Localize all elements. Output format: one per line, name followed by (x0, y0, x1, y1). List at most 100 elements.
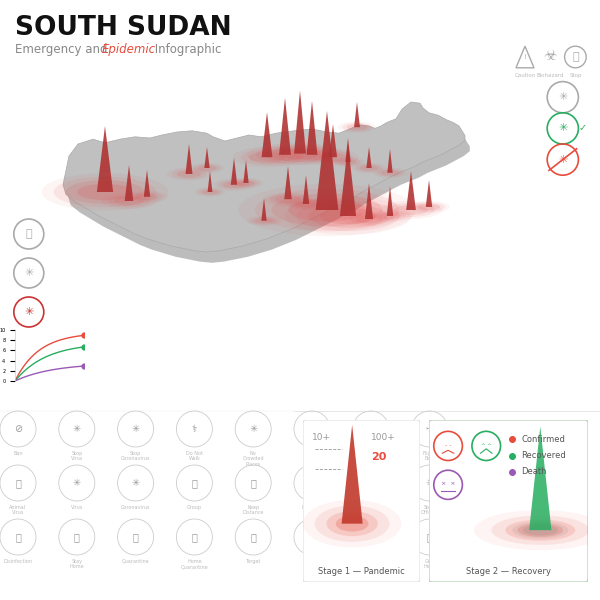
Ellipse shape (251, 217, 277, 224)
Text: ✋: ✋ (25, 229, 32, 239)
Text: Get
Help: Get Help (424, 559, 435, 569)
Ellipse shape (262, 142, 338, 165)
Text: Stay
Home: Stay Home (70, 559, 84, 569)
Ellipse shape (286, 147, 338, 163)
Polygon shape (208, 171, 212, 192)
Ellipse shape (335, 158, 361, 166)
Ellipse shape (269, 194, 307, 205)
Ellipse shape (338, 122, 376, 133)
Ellipse shape (248, 152, 286, 163)
Text: ✳: ✳ (24, 307, 34, 317)
Text: Home
Quarantine: Home Quarantine (181, 559, 208, 569)
Text: !: ! (524, 54, 526, 60)
Text: ⚕: ⚕ (192, 424, 197, 434)
Ellipse shape (379, 213, 401, 219)
FancyBboxPatch shape (303, 420, 420, 582)
Ellipse shape (218, 180, 250, 190)
Text: Coronavirus: Coronavirus (121, 505, 151, 509)
Polygon shape (144, 170, 150, 197)
Ellipse shape (319, 153, 347, 161)
Text: ×  ×: × × (441, 481, 455, 487)
Polygon shape (294, 91, 306, 154)
Ellipse shape (343, 211, 395, 227)
Ellipse shape (347, 124, 367, 130)
Ellipse shape (77, 184, 133, 200)
Text: ✳: ✳ (308, 478, 316, 488)
Text: Recovered: Recovered (521, 451, 566, 460)
Ellipse shape (241, 149, 293, 165)
Ellipse shape (53, 177, 157, 207)
Polygon shape (388, 149, 392, 173)
Text: ✳: ✳ (558, 92, 568, 102)
Text: Ban: Ban (13, 451, 23, 455)
Text: Stop: Stop (569, 73, 581, 77)
Polygon shape (340, 144, 356, 216)
Polygon shape (262, 198, 266, 221)
Ellipse shape (295, 201, 317, 207)
Text: ^ ^: ^ ^ (481, 443, 492, 448)
Text: Caution: Caution (514, 73, 536, 77)
Text: No
Crowded
Places: No Crowded Places (242, 451, 264, 467)
Polygon shape (63, 102, 465, 252)
Text: 🏠: 🏠 (74, 532, 80, 542)
Text: Stage 1 — Pandemic: Stage 1 — Pandemic (318, 566, 405, 575)
Ellipse shape (505, 520, 575, 541)
Ellipse shape (284, 197, 412, 235)
Ellipse shape (265, 149, 305, 161)
Ellipse shape (339, 159, 357, 165)
Ellipse shape (286, 198, 326, 210)
Text: ✳: ✳ (131, 478, 140, 488)
Ellipse shape (256, 146, 314, 163)
Text: SOUTH SUDAN: SOUTH SUDAN (15, 15, 232, 41)
Text: ⊘: ⊘ (14, 424, 22, 434)
Polygon shape (125, 165, 133, 201)
Ellipse shape (114, 197, 144, 205)
Text: Use
Mask: Use Mask (305, 559, 319, 569)
Ellipse shape (198, 165, 216, 171)
Ellipse shape (374, 211, 406, 221)
Ellipse shape (233, 179, 259, 187)
Ellipse shape (247, 143, 323, 166)
Text: 🎯: 🎯 (250, 532, 256, 542)
Text: Stage 2 — Recovery: Stage 2 — Recovery (466, 566, 551, 575)
Polygon shape (231, 158, 237, 185)
Text: ✳: ✳ (367, 478, 375, 488)
Text: Target: Target (245, 559, 261, 563)
Ellipse shape (370, 210, 410, 222)
Ellipse shape (355, 215, 383, 223)
Text: Animal
Virus: Animal Virus (10, 505, 26, 515)
Ellipse shape (280, 148, 320, 160)
Ellipse shape (296, 201, 400, 231)
Text: Mask: Mask (364, 559, 377, 563)
Text: ◉: ◉ (367, 424, 375, 434)
Ellipse shape (307, 149, 359, 165)
Text: 💧: 💧 (15, 532, 21, 542)
Ellipse shape (518, 523, 563, 537)
Ellipse shape (194, 164, 220, 172)
Polygon shape (262, 112, 272, 157)
Ellipse shape (331, 157, 365, 167)
Polygon shape (365, 183, 373, 219)
Ellipse shape (247, 216, 281, 226)
Polygon shape (68, 113, 470, 263)
Text: ✳: ✳ (558, 124, 568, 133)
Polygon shape (204, 147, 210, 168)
Ellipse shape (290, 199, 322, 209)
Ellipse shape (264, 192, 312, 206)
Text: Biohazard: Biohazard (536, 73, 564, 77)
Ellipse shape (394, 205, 428, 215)
Ellipse shape (308, 204, 388, 227)
Polygon shape (279, 98, 291, 155)
Ellipse shape (131, 192, 163, 202)
Text: Death: Death (521, 467, 547, 476)
Ellipse shape (127, 191, 167, 203)
Ellipse shape (202, 190, 218, 194)
Polygon shape (316, 111, 338, 210)
Text: Do Not
Walk: Do Not Walk (186, 451, 203, 461)
Ellipse shape (198, 188, 222, 196)
Text: Emergency and: Emergency and (15, 43, 111, 56)
Text: Flight
Ban: Flight Ban (423, 451, 436, 461)
FancyBboxPatch shape (429, 420, 588, 582)
Ellipse shape (343, 123, 371, 131)
Ellipse shape (418, 204, 440, 210)
